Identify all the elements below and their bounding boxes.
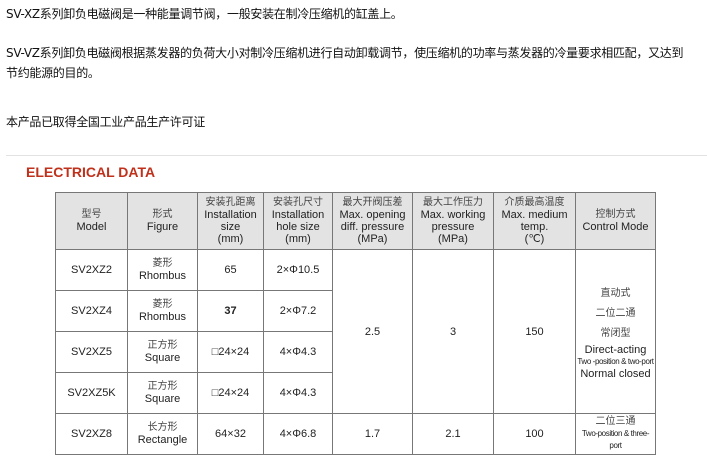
header-zh: 最大开阀压差 (342, 197, 403, 208)
figure-zh: 长方形 (147, 422, 178, 433)
header-en: (MPa) (438, 233, 468, 245)
section-title: ELECTRICAL DATA (26, 164, 156, 180)
control-mode-line: 二位三通 (595, 416, 636, 427)
column-header: 型号 Model (55, 192, 128, 250)
figure-zh: 菱形 (152, 299, 173, 310)
column-header: 形式 Figure (127, 192, 198, 250)
header-zh: 最大工作压力 (423, 197, 483, 208)
header-en: Control Mode (582, 221, 649, 233)
header-en: Installation size (204, 209, 257, 233)
header-zh: 介质最高温度 (504, 197, 565, 208)
figure-en: Square (144, 352, 181, 364)
work-pressure-cell: 2.1 (412, 413, 494, 455)
figure-zh: 菱形 (152, 258, 173, 269)
header-zh: 安装孔尺寸 (273, 197, 323, 208)
control-mode-line: 直动式 (600, 287, 631, 299)
header-en: pressure (431, 221, 475, 233)
figure-en: Square (144, 393, 181, 405)
intro-line-3: 本产品已取得全国工业产品生产许可证 (6, 115, 205, 129)
header-zh: 控制方式 (595, 209, 636, 220)
table-row: SV2XZ5 正方形 Square □24×24 4×Φ4.3 (55, 331, 656, 373)
control-mode-line: Direct-acting (584, 343, 647, 356)
installation-size-cell: 65 (197, 249, 264, 291)
column-header: 介质最高温度 Max. medium temp. (℃) (493, 192, 576, 250)
header-en: (℃) (524, 233, 545, 245)
figure-cell: 菱形 Rhombus (127, 290, 198, 332)
control-mode-line: 二位二通 (595, 307, 636, 319)
header-zh: 形式 (152, 209, 173, 220)
table-row: SV2XZ2 菱形 Rhombus 65 2×Φ10.5 2.5 3 150 直动式二… (55, 249, 656, 414)
control-mode-line: Two -position & two-port (577, 356, 654, 366)
figure-cell: 菱形 Rhombus (127, 249, 198, 291)
header-en: Max. working (420, 209, 486, 221)
control-mode-cell: 二位三通 Two-position & three-port (575, 413, 656, 455)
hole-size-cell: 4×Φ6.8 (263, 413, 333, 455)
divider (6, 155, 707, 156)
installation-size-cell: □24×24 (197, 331, 264, 373)
figure-zh: 正方形 (147, 381, 178, 392)
column-header: 安装孔距离 Installation size (mm) (197, 192, 264, 250)
header-zh: 型号 (81, 209, 102, 220)
hole-size-cell: 4×Φ4.3 (263, 372, 333, 414)
control-mode-cell: 直动式二位二通常闭型 Direct-acting Two -position & t… (575, 249, 656, 414)
header-zh: 安装孔距离 (205, 197, 256, 208)
header-en: Installation (271, 209, 325, 221)
header-en: (mm) (285, 233, 311, 245)
table-header-row: 型号 Model 形式 Figure 安装孔距离 Installation size (mm… (55, 192, 656, 250)
installation-size-cell: 37 (197, 290, 264, 332)
figure-cell: 正方形 Square (127, 331, 198, 373)
hole-size-cell: 2×Φ10.5 (263, 249, 333, 291)
header-en: Max. opening (339, 209, 406, 221)
temp-cell: 150 (493, 249, 576, 414)
figure-en: Rectangle (137, 434, 188, 446)
figure-en: Rhombus (138, 311, 187, 323)
column-header: 安装孔尺寸 Installation hole size (mm) (263, 192, 333, 250)
column-header: 最大开阀压差 Max. opening diff. pressure (MPa) (332, 192, 413, 250)
header-en: temp. (520, 221, 549, 233)
hole-size-cell: 2×Φ7.2 (263, 290, 333, 332)
control-mode-line: Normal closed (580, 367, 651, 380)
figure-cell: 正方形 Square (127, 372, 198, 414)
model-cell: SV2XZ8 (55, 413, 128, 455)
open-diff-cell: 1.7 (332, 413, 413, 455)
work-pressure-cell: 3 (412, 249, 494, 414)
header-en: Max. medium (501, 209, 568, 221)
header-en: (mm) (217, 233, 244, 245)
figure-zh: 正方形 (147, 340, 178, 351)
table-row: SV2XZ5K 正方形 Square □24×24 4×Φ4.3 (55, 372, 656, 414)
header-en: hole size (276, 221, 320, 233)
model-cell: SV2XZ4 (55, 290, 128, 332)
header-en: Figure (146, 221, 179, 233)
model-cell: SV2XZ2 (55, 249, 128, 291)
figure-en: Rhombus (138, 270, 187, 282)
installation-size-cell: 64×32 (197, 413, 264, 455)
model-cell: SV2XZ5 (55, 331, 128, 373)
column-header: 最大工作压力 Max. working pressure (MPa) (412, 192, 494, 250)
header-en: diff. pressure (340, 221, 405, 233)
electrical-data-table: 型号 Model 形式 Figure 安装孔距离 Installation size (mm… (55, 192, 656, 455)
open-diff-cell: 2.5 (332, 249, 413, 414)
hole-size-cell: 4×Φ4.3 (263, 331, 333, 373)
control-mode-line: Two-position & three-port (581, 429, 650, 450)
temp-cell: 100 (493, 413, 576, 455)
table-row: SV2XZ4 菱形 Rhombus 37 2×Φ7.2 (55, 290, 656, 332)
model-cell: SV2XZ5K (55, 372, 128, 414)
table-row: SV2XZ8 长方形 Rectangle 64×32 4×Φ6.8 1.7 2.1 … (55, 413, 656, 455)
control-mode-line: 常闭型 (600, 327, 631, 339)
intro-line-2a: SV-VZ系列卸负电磁阀根据蒸发器的负荷大小对制冷压缩机进行自动卸载调节，使压缩… (6, 46, 684, 60)
header-en: (MPa) (357, 233, 388, 245)
column-header: 控制方式 Control Mode (575, 192, 656, 250)
header-en: Model (76, 221, 107, 233)
installation-size-cell: □24×24 (197, 372, 264, 414)
intro-line-2b: 节约能源的目的。 (6, 66, 100, 80)
intro-line-1: SV-XZ系列卸负电磁阀是一种能量调节阀，一般安装在制冷压缩机的缸盖上。 (6, 7, 403, 21)
figure-cell: 长方形 Rectangle (127, 413, 198, 455)
